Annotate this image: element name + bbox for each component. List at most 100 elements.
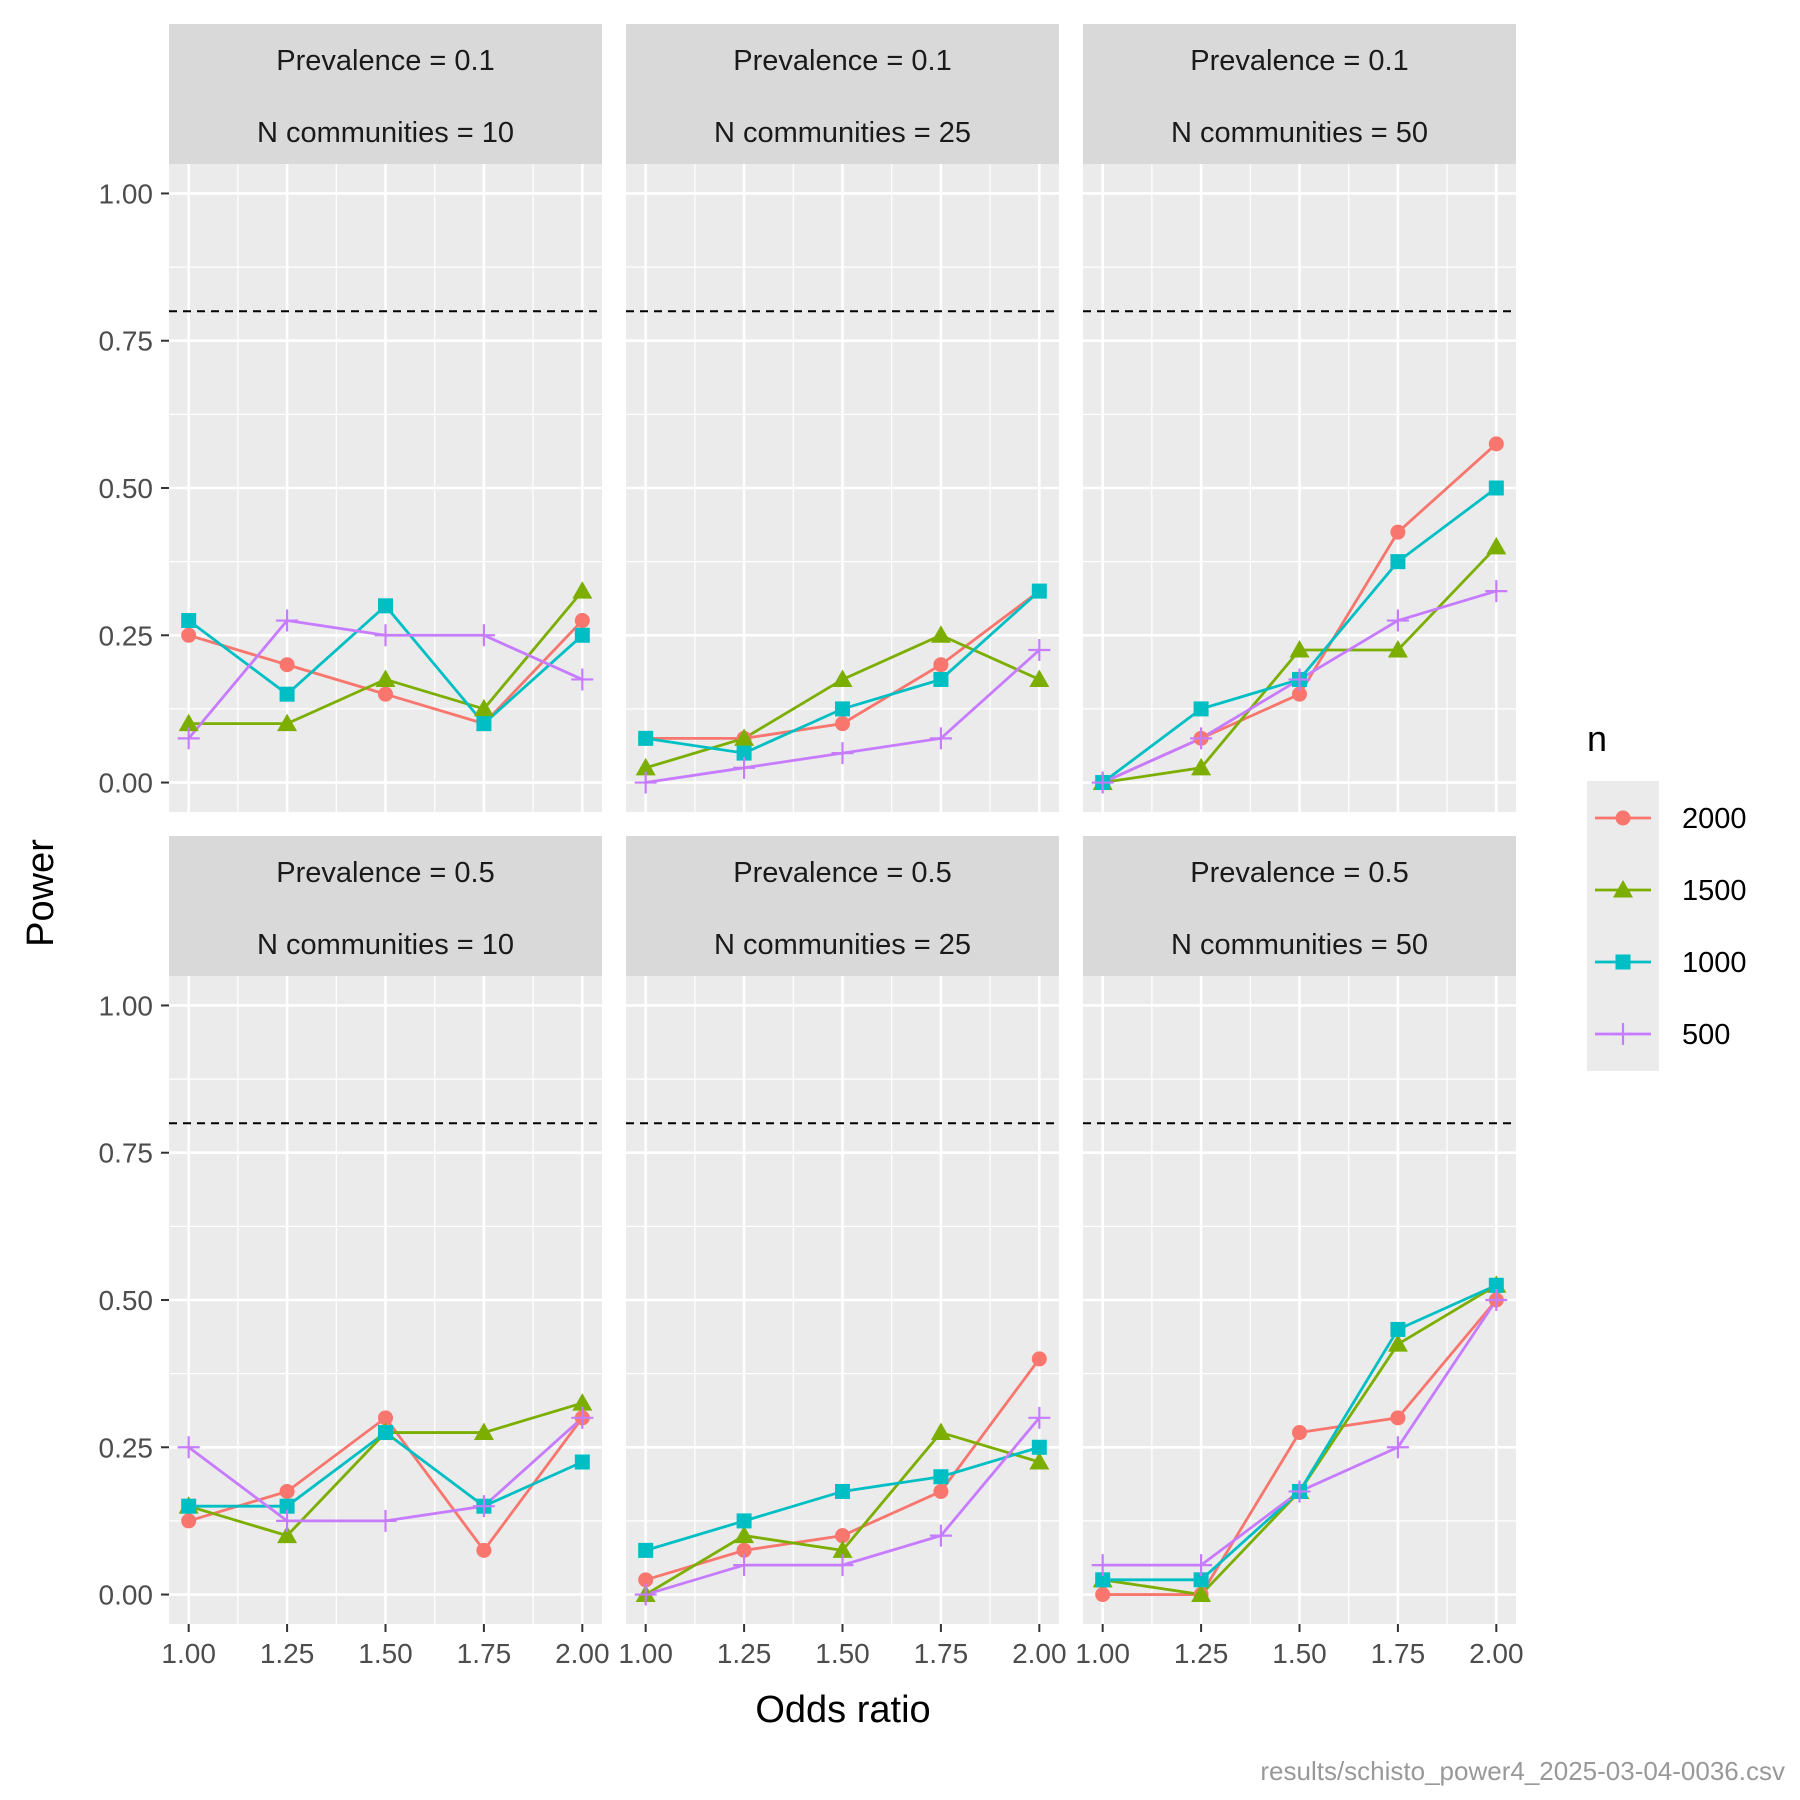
data-point-1000 [1488,480,1504,496]
legend-key-background [1587,781,1659,1071]
y-tick-label: 0.25 [99,620,154,651]
data-point-500 [733,756,756,779]
data-point-1000 [279,1498,295,1514]
data-point-2000 [835,1528,850,1544]
data-point-1000 [1488,1277,1504,1293]
data-point-2000 [933,1483,949,1499]
data-point-1500 [277,713,298,732]
legend-key-marker-2000 [1615,810,1631,826]
x-tick-label: 1.25 [1174,1638,1229,1669]
facet-strip [626,836,1059,976]
y-tick-label: 1.00 [99,990,154,1021]
data-point-500 [1288,668,1311,691]
data-point-2000 [279,1483,295,1499]
facet-strip-communities: N communities = 25 [714,929,971,961]
data-point-1500 [734,728,755,746]
x-tick-label: 1.50 [358,1638,413,1669]
legend-label-500: 500 [1682,1019,1730,1051]
data-point-1000 [1390,1321,1406,1337]
data-point-500 [733,1554,756,1577]
data-point-1000 [736,745,752,761]
data-point-2000 [181,1513,197,1529]
data-point-500 [1091,771,1114,794]
data-point-1500 [832,669,853,687]
y-tick-label: 0.00 [99,768,154,799]
x-tick-label: 2.00 [1012,1638,1067,1669]
data-point-2000 [378,1410,393,1426]
x-tick-label: 1.00 [618,1638,673,1669]
facet-panel: Prevalence = 0.5 N communities = 10 [169,836,602,1624]
caption: results/schisto_power4_2025-03-04-0036.c… [1260,1756,1785,1786]
legend-title: n [1587,718,1607,759]
data-point-500 [1386,1436,1409,1459]
data-point-500 [1190,727,1213,750]
y-tick-label: 0.50 [99,1285,154,1316]
legend-key-marker-1500 [1613,880,1633,898]
legend-label-2000: 2000 [1682,803,1747,835]
data-point-1000 [1193,1572,1209,1588]
data-point-500 [472,1495,495,1518]
data-point-500 [634,1583,657,1606]
data-point-1500 [572,1393,593,1411]
x-tick-label: 2.00 [555,1638,610,1669]
facet-strip [169,836,602,976]
y-tick-label: 0.75 [99,1138,154,1169]
data-point-1500 [1191,1584,1212,1603]
data-point-2000 [1292,1425,1307,1441]
x-tick-label: 2.00 [1469,1638,1524,1669]
data-point-1500 [1486,536,1507,555]
data-point-500 [634,771,657,794]
data-point-500 [276,609,299,632]
data-point-2000 [1390,524,1406,540]
data-point-500 [1028,1406,1051,1429]
data-point-1000 [638,1542,654,1558]
data-point-500 [571,668,594,691]
facet-panel: Prevalence = 0.1 N communities = 25 [626,24,1059,812]
data-point-2000 [1390,1410,1406,1426]
data-point-2000 [1292,686,1307,702]
facet-strip [626,24,1059,164]
data-point-500 [831,1554,854,1577]
data-point-1000 [933,671,949,687]
data-point-500 [571,1406,594,1429]
facet-strip [1083,836,1516,976]
data-point-1500 [635,757,656,776]
x-tick-label: 1.25 [260,1638,315,1669]
x-tick-label: 1.75 [914,1638,969,1669]
x-tick-label: 1.50 [815,1638,870,1669]
data-point-1500 [178,713,199,732]
legend-key-marker-1000 [1615,954,1631,970]
y-tick-label: 1.00 [99,178,154,209]
data-point-1000 [378,598,393,614]
data-point-1000 [835,701,850,717]
facet-panel: Prevalence = 0.1 N communities = 10 [169,24,602,812]
data-point-500 [374,624,397,647]
legend-label-1500: 1500 [1682,875,1747,907]
data-point-500 [1288,1480,1311,1503]
data-point-2000 [736,1542,752,1558]
facet-strip-communities: N communities = 50 [1171,117,1428,149]
facet-strip-prevalence: Prevalence = 0.5 [733,857,951,889]
data-point-2000 [835,716,850,732]
facet-strip-prevalence: Prevalence = 0.1 [276,45,494,77]
facet-panel: Prevalence = 0.5 N communities = 25 [626,836,1059,1624]
data-point-2000 [1488,436,1504,452]
y-tick-label: 0.75 [99,326,154,357]
y-tick-label: 0.00 [99,1580,154,1611]
data-point-1000 [1390,554,1406,570]
data-point-1500 [375,669,396,687]
data-point-500 [929,1524,952,1547]
x-axis-layer: 1.00 1.25 1.50 1.75 2.00 1.00 1.25 1.50 1.75 2.00… [161,1624,1524,1669]
facet-strip-prevalence: Prevalence = 0.5 [276,857,494,889]
x-tick-label: 1.75 [1371,1638,1426,1669]
facet-strip-communities: N communities = 25 [714,117,971,149]
x-axis-title: Odds ratio [755,1689,930,1731]
data-point-1000 [1193,701,1209,717]
data-point-500 [1190,1554,1213,1577]
data-point-1500 [930,1422,951,1441]
y-tick-label: 0.25 [99,1432,154,1463]
data-point-1000 [1095,1572,1111,1588]
data-point-500 [1091,1554,1114,1577]
data-point-500 [374,1509,397,1532]
data-point-1500 [832,1540,853,1558]
